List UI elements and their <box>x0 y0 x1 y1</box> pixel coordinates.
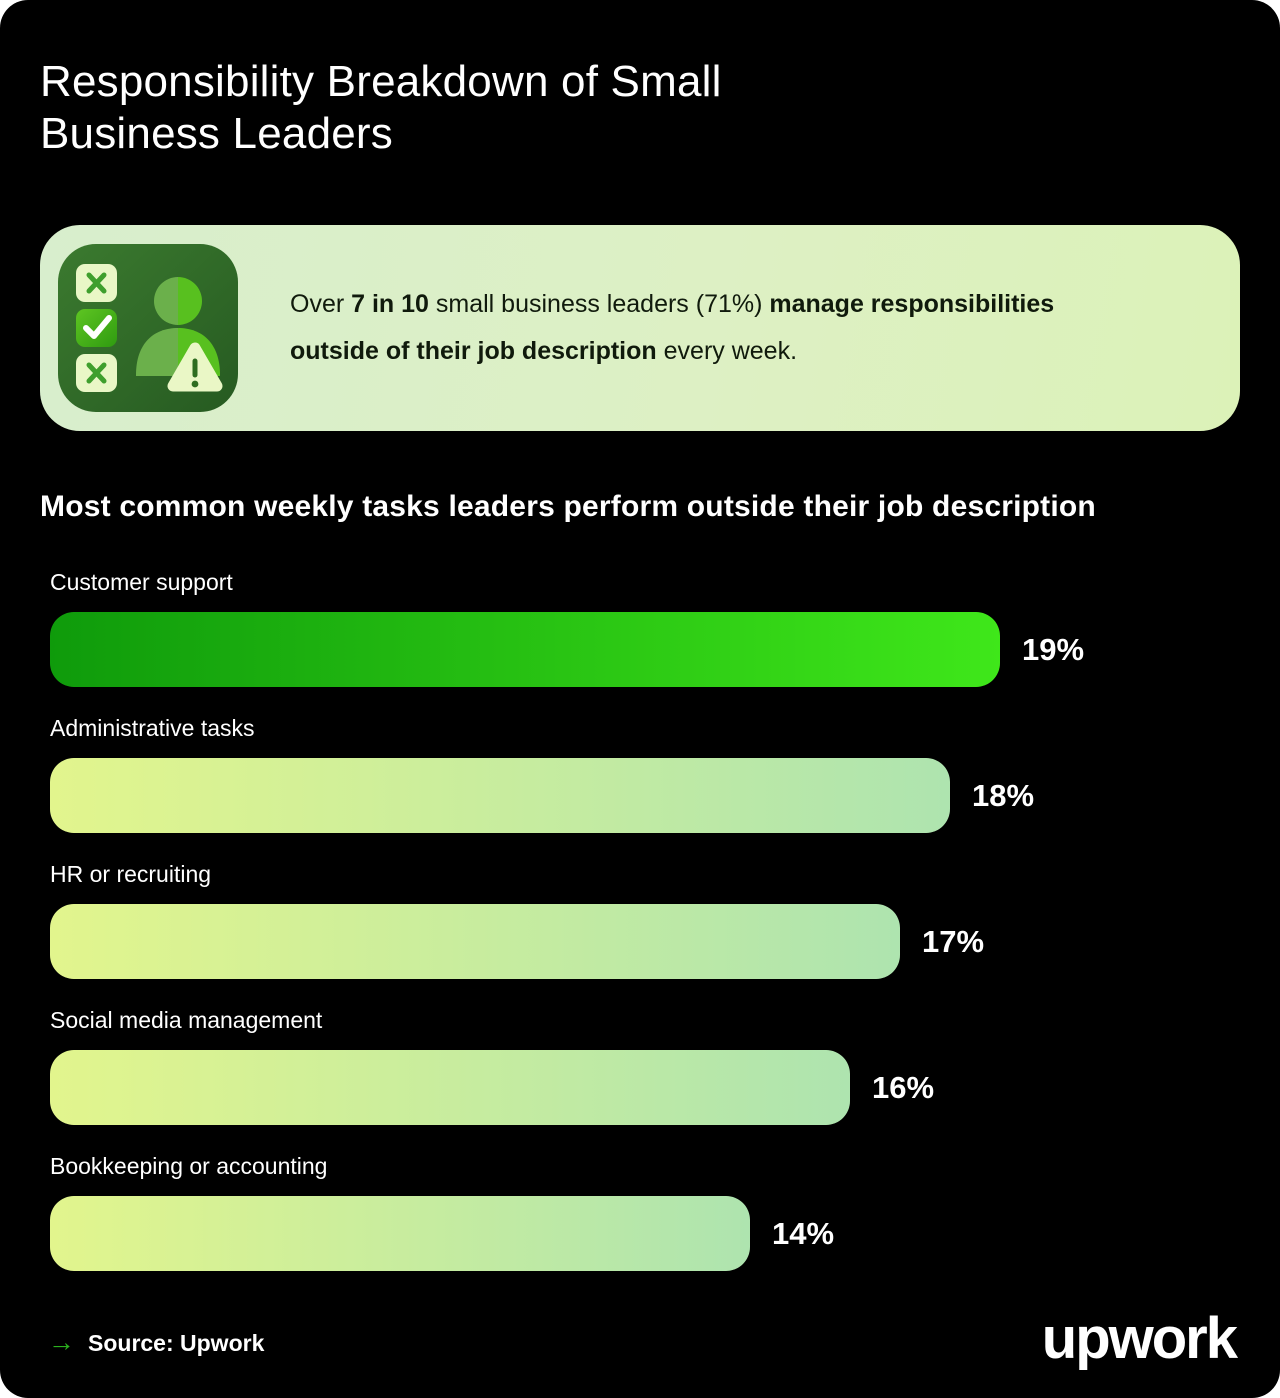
bar-category-label: Social media management <box>50 1007 323 1033</box>
callout-text-segment: small business leaders (71%) <box>428 290 770 318</box>
callout-text: Over 7 in 10 small business leaders (71%… <box>290 281 1130 375</box>
bar-value-label: 14% <box>772 1215 835 1251</box>
callout-text-segment: every week. <box>656 337 798 365</box>
bar-category-label: Administrative tasks <box>50 715 255 741</box>
callout-text-bold-segment: manage responsibilities outside of their… <box>290 290 1055 365</box>
bar-row: 14% <box>50 1196 1240 1271</box>
bar-value-label: 16% <box>872 1069 935 1105</box>
checklist-person-warning-icon <box>58 244 238 412</box>
bar-category-label: Customer support <box>50 569 233 595</box>
bar <box>50 1196 750 1271</box>
bar-row: 19% <box>50 612 1240 687</box>
key-stat-callout: Over 7 in 10 small business leaders (71%… <box>40 225 1240 431</box>
bar-row: 17% <box>50 904 1240 979</box>
bar <box>50 904 900 979</box>
bar-row: 18% <box>50 758 1240 833</box>
bar-category-label: Bookkeeping or accounting <box>50 1153 328 1179</box>
bar <box>50 612 1000 687</box>
bar-row: 16% <box>50 1050 1240 1125</box>
bar <box>50 758 950 833</box>
bar-group: Administrative tasks 18% <box>50 715 1240 833</box>
chart-title: Most common weekly tasks leaders perform… <box>40 490 1096 523</box>
bar-group: Social media management 16% <box>50 1007 1240 1125</box>
arrow-right-icon: → <box>48 1326 75 1357</box>
bar-value-label: 17% <box>922 923 985 959</box>
source-label: Source: Upwork <box>88 1329 265 1356</box>
bar-chart: Customer support 19% Administrative tasks 1… <box>40 569 1240 1271</box>
bar <box>50 1050 850 1125</box>
bar-group: HR or recruiting 17% <box>50 861 1240 979</box>
page-title: Responsibility Breakdown of Small Busine… <box>40 57 722 158</box>
callout-text-segment: Over <box>290 290 352 318</box>
callout-text-bold-segment: 7 in 10 <box>351 290 429 318</box>
bar-category-label: HR or recruiting <box>50 861 212 887</box>
footer: → Source: Upwork upwork <box>48 1306 1238 1376</box>
upwork-logo: upwork <box>1041 1306 1238 1371</box>
bar-value-label: 19% <box>1022 631 1085 667</box>
source-line: → Source: Upwork <box>48 1326 265 1357</box>
bar-value-label: 18% <box>972 777 1035 813</box>
bar-group: Bookkeeping or accounting 14% <box>50 1153 1240 1271</box>
bar-group: Customer support 19% <box>50 569 1240 687</box>
